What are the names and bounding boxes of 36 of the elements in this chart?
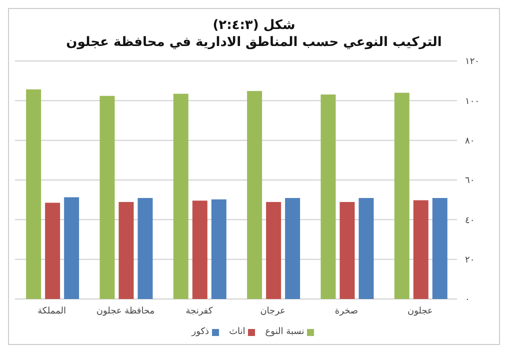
bar	[64, 197, 80, 299]
bar	[394, 92, 410, 299]
bar	[45, 202, 60, 299]
bar	[26, 89, 42, 299]
y-tick-label: ٨٠	[465, 136, 475, 147]
bar	[118, 202, 134, 299]
bar	[413, 200, 428, 299]
legend-label: ذكور	[192, 327, 210, 337]
bar	[247, 90, 262, 299]
bar	[100, 96, 115, 299]
bar	[285, 198, 300, 299]
y-tick-label: ٦٠	[465, 176, 475, 186]
chart-title: شكل (٢:٤:٣)	[212, 17, 296, 34]
bar	[192, 200, 208, 299]
x-tick-label: المملكة	[38, 306, 66, 316]
bar	[358, 198, 374, 299]
bar	[266, 202, 282, 299]
y-tick-label: ٤٠	[465, 216, 475, 226]
y-tick-label: ٠	[465, 295, 470, 306]
chart-subtitle: التركيب النوعي حسب المناطق الادارية في محافظة عجلون	[65, 34, 443, 51]
x-tick-label: عرجان	[260, 306, 286, 316]
x-tick-label: كفرنجة	[186, 306, 214, 316]
bar	[138, 198, 153, 299]
legend-label: نسبة النوع	[265, 327, 304, 337]
x-tick-label: محافظة عجلون	[96, 306, 155, 316]
bar	[173, 94, 188, 299]
y-tick-label: ٢٠	[465, 256, 475, 266]
y-tick-label: ١٠٠	[465, 96, 480, 107]
x-tick-label: عجلون	[407, 306, 433, 316]
bar	[340, 202, 355, 299]
bar	[320, 94, 336, 299]
bar	[432, 198, 448, 299]
y-tick-label: ١٢٠	[465, 57, 480, 68]
x-tick-label: صخرة	[334, 306, 358, 316]
bar	[211, 199, 226, 299]
legend-label: اناث	[229, 327, 246, 337]
